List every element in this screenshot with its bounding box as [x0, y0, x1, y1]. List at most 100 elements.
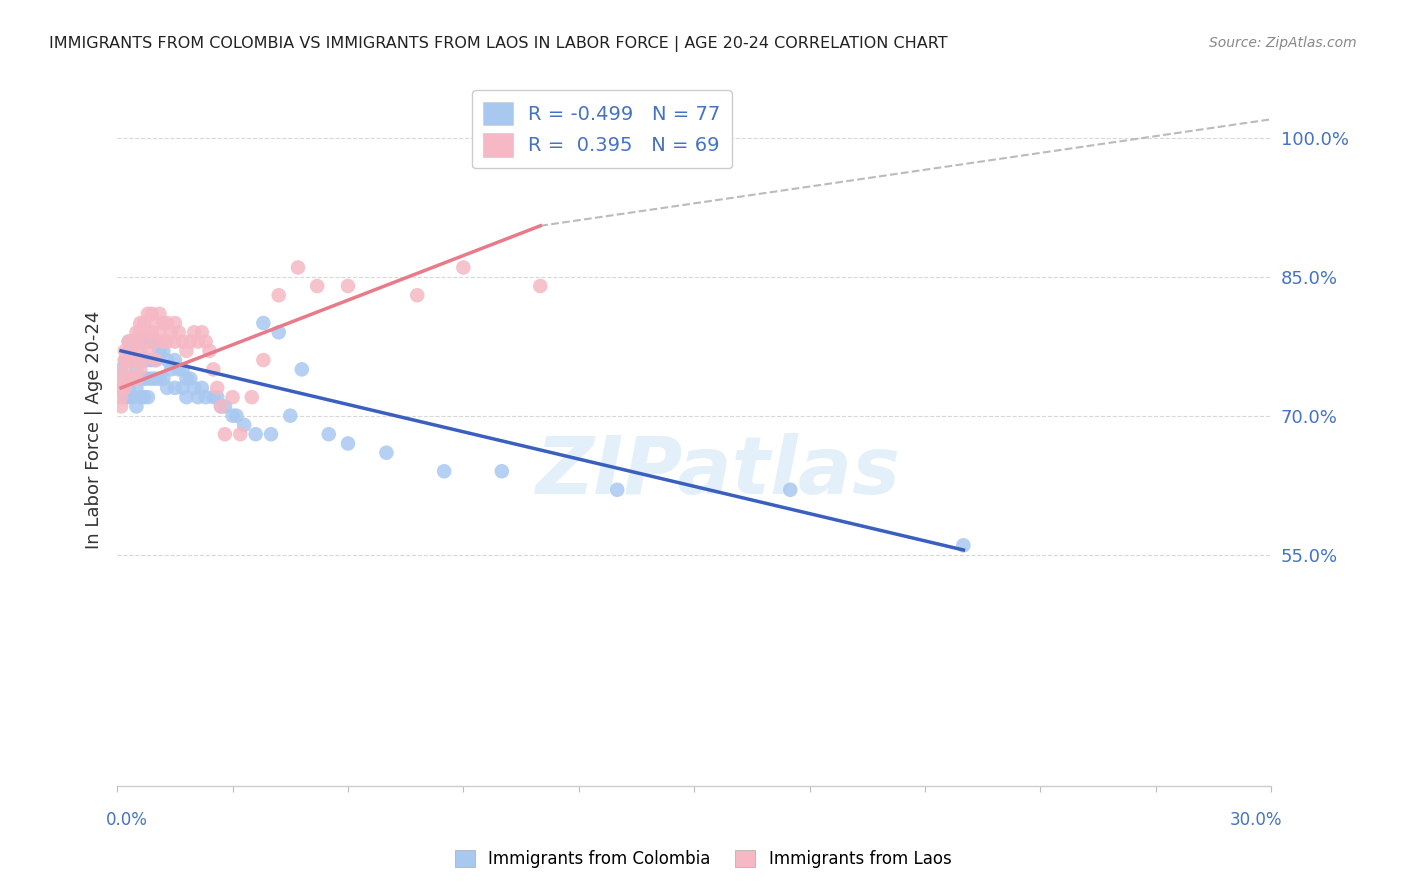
- Point: [179, 334, 201, 349]
- Point: [145, 353, 167, 368]
- Point: [125, 353, 148, 368]
- Point: [125, 334, 148, 349]
- Point: [136, 326, 159, 340]
- Point: [148, 371, 170, 385]
- Point: [125, 353, 148, 368]
- Point: [779, 483, 801, 497]
- Point: [136, 353, 159, 368]
- Point: [141, 307, 163, 321]
- Point: [221, 390, 243, 404]
- Point: [145, 353, 167, 368]
- Point: [125, 362, 148, 376]
- Point: [152, 371, 174, 385]
- Point: [110, 381, 132, 395]
- Point: [136, 334, 159, 349]
- Point: [129, 353, 152, 368]
- Point: [125, 400, 148, 414]
- Point: [318, 427, 340, 442]
- Point: [336, 436, 359, 450]
- Point: [229, 427, 252, 442]
- Point: [287, 260, 309, 275]
- Point: [114, 353, 136, 368]
- Point: [110, 390, 132, 404]
- Point: [121, 334, 143, 349]
- Point: [176, 343, 198, 358]
- Point: [267, 288, 290, 302]
- Point: [129, 390, 152, 404]
- Point: [114, 381, 136, 395]
- Point: [121, 390, 143, 404]
- Point: [214, 427, 236, 442]
- Point: [156, 316, 179, 330]
- Point: [118, 390, 141, 404]
- Point: [606, 483, 628, 497]
- Point: [136, 371, 159, 385]
- Point: [491, 464, 513, 478]
- Point: [118, 343, 141, 358]
- Point: [136, 390, 159, 404]
- Point: [209, 400, 232, 414]
- Point: [118, 334, 141, 349]
- Point: [141, 326, 163, 340]
- Point: [529, 279, 551, 293]
- Point: [183, 326, 205, 340]
- Legend: Immigrants from Colombia, Immigrants from Laos: Immigrants from Colombia, Immigrants fro…: [449, 843, 957, 875]
- Point: [145, 371, 167, 385]
- Point: [453, 260, 475, 275]
- Point: [240, 390, 263, 404]
- Point: [125, 381, 148, 395]
- Point: [129, 371, 152, 385]
- Point: [114, 343, 136, 358]
- Point: [156, 381, 179, 395]
- Point: [260, 427, 283, 442]
- Point: [141, 353, 163, 368]
- Legend: R = -0.499   N = 77, R =  0.395   N = 69: R = -0.499 N = 77, R = 0.395 N = 69: [471, 90, 733, 169]
- Point: [125, 371, 148, 385]
- Point: [132, 316, 155, 330]
- Point: [209, 400, 232, 414]
- Point: [110, 400, 132, 414]
- Point: [118, 334, 141, 349]
- Point: [375, 446, 398, 460]
- Point: [176, 371, 198, 385]
- Point: [252, 353, 274, 368]
- Point: [179, 371, 201, 385]
- Point: [172, 334, 194, 349]
- Point: [132, 390, 155, 404]
- Point: [118, 353, 141, 368]
- Point: [176, 390, 198, 404]
- Point: [307, 279, 329, 293]
- Point: [141, 371, 163, 385]
- Point: [110, 371, 132, 385]
- Point: [156, 353, 179, 368]
- Point: [167, 362, 190, 376]
- Point: [114, 371, 136, 385]
- Point: [118, 371, 141, 385]
- Point: [145, 334, 167, 349]
- Point: [121, 353, 143, 368]
- Point: [114, 390, 136, 404]
- Text: Source: ZipAtlas.com: Source: ZipAtlas.com: [1209, 36, 1357, 50]
- Point: [406, 288, 429, 302]
- Point: [152, 334, 174, 349]
- Point: [163, 353, 186, 368]
- Point: [114, 371, 136, 385]
- Text: ZIPatlas: ZIPatlas: [534, 434, 900, 511]
- Point: [148, 326, 170, 340]
- Point: [125, 334, 148, 349]
- Point: [132, 371, 155, 385]
- Point: [278, 409, 301, 423]
- Point: [121, 371, 143, 385]
- Point: [118, 381, 141, 395]
- Text: 0.0%: 0.0%: [105, 812, 148, 830]
- Point: [194, 334, 217, 349]
- Point: [336, 279, 359, 293]
- Point: [114, 353, 136, 368]
- Point: [187, 334, 209, 349]
- Point: [145, 334, 167, 349]
- Point: [121, 343, 143, 358]
- Point: [160, 326, 183, 340]
- Point: [183, 381, 205, 395]
- Point: [114, 362, 136, 376]
- Point: [952, 538, 974, 552]
